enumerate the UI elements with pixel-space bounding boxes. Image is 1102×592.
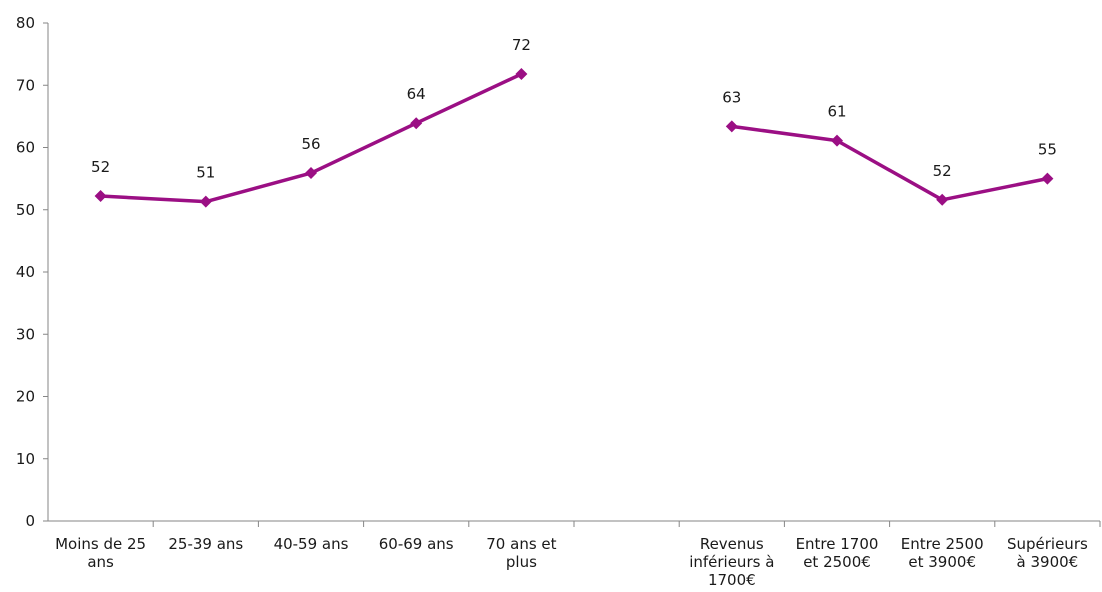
y-tick-label: 30 (16, 325, 35, 343)
data-point-marker (1041, 172, 1054, 185)
data-labels: 52 51 56 64 72 63 61 52 55 (91, 36, 1057, 182)
x-category-label: 25-39 ans (168, 535, 243, 553)
x-axis: Moins de 25 ans 25-39 ans 40-59 ans 60-69 an… (48, 520, 1101, 589)
x-category-label: Supérieurs à 3900€ (1007, 535, 1088, 571)
y-tick-label: 60 (16, 139, 35, 157)
x-category-label-line: Supérieurs (1007, 535, 1088, 553)
data-label: 72 (512, 36, 531, 54)
data-point-marker (515, 68, 528, 81)
x-category-label: 70 ans et plus (486, 535, 556, 571)
data-label: 52 (933, 162, 952, 180)
x-category-label-line: et 3900€ (908, 553, 976, 571)
data-label: 64 (407, 85, 426, 103)
x-category-label-line: 70 ans et (486, 535, 556, 553)
series-group (94, 68, 1054, 208)
x-category-label-line: Moins de 25 (55, 535, 146, 553)
data-point-marker (305, 167, 317, 180)
x-category-label-line: Entre 2500 (901, 535, 984, 553)
y-tick-label: 0 (25, 512, 35, 530)
data-label: 63 (722, 88, 741, 106)
x-category-label: 60-69 ans (379, 535, 454, 553)
x-category-label-line: 40-59 ans (274, 535, 349, 553)
data-point-marker (936, 193, 949, 206)
x-category-label-line: Entre 1700 (796, 535, 879, 553)
x-category-label: Moins de 25 ans (55, 535, 146, 571)
data-label: 55 (1038, 141, 1057, 159)
data-point-marker (199, 195, 212, 208)
x-category-label-line: 25-39 ans (168, 535, 243, 553)
y-tick-label: 10 (16, 450, 35, 468)
data-label: 56 (301, 135, 320, 153)
data-point-marker (831, 134, 843, 147)
x-category-label-line: ans (87, 553, 114, 571)
x-category-label-line: et 2500€ (803, 553, 871, 571)
y-tick-label: 70 (16, 76, 35, 94)
x-category-label: 40-59 ans (274, 535, 349, 553)
x-category-label-line: à 3900€ (1017, 553, 1079, 571)
x-category-label-line: inférieurs à (689, 553, 774, 571)
x-category-label-line: Revenus (700, 535, 764, 553)
data-point-marker (94, 190, 107, 203)
x-category-label-line: 60-69 ans (379, 535, 454, 553)
y-tick-label: 50 (16, 201, 35, 219)
data-point-marker (410, 117, 423, 130)
data-label: 52 (91, 158, 110, 176)
data-label: 51 (196, 164, 215, 182)
x-category-label: Entre 1700 et 2500€ (796, 535, 879, 571)
x-category-label: Revenus inférieurs à 1700€ (689, 535, 774, 589)
data-label: 61 (827, 103, 846, 121)
y-axis: 0 10 20 30 40 50 60 70 80 (16, 14, 49, 530)
x-category-label: Entre 2500 et 3900€ (901, 535, 984, 571)
y-tick-label: 20 (16, 388, 35, 406)
data-point-marker (725, 120, 738, 133)
x-category-label-line: 1700€ (708, 571, 756, 589)
series-line (731, 124, 1048, 202)
y-tick-label: 40 (16, 263, 35, 281)
y-tick-label: 80 (16, 14, 35, 32)
x-category-label-line: plus (506, 553, 537, 571)
